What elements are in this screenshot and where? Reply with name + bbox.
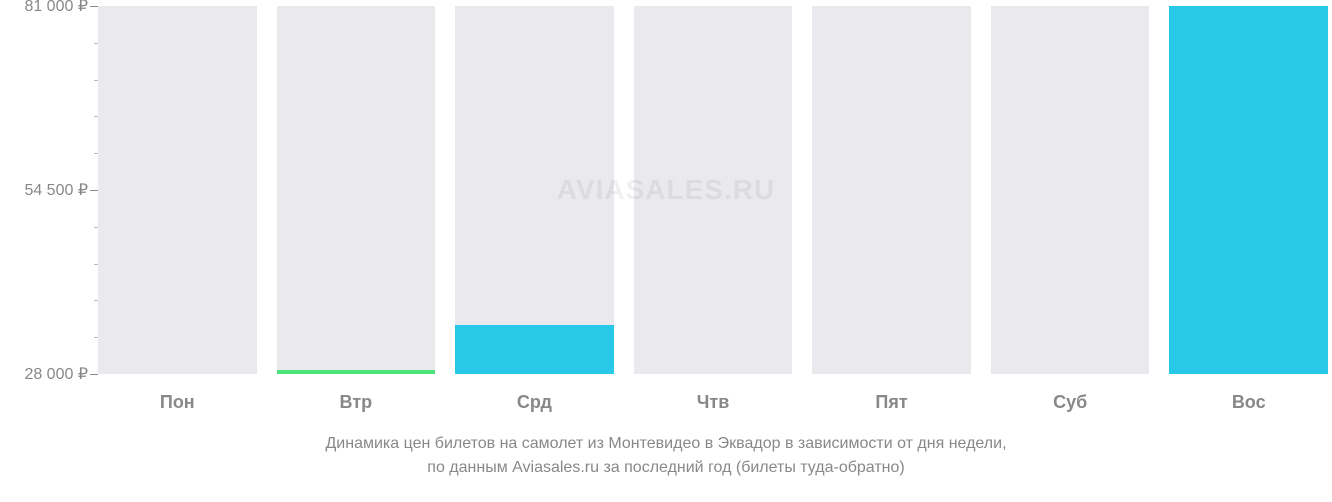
y-axis-major-tick xyxy=(90,374,98,375)
bar-background xyxy=(812,6,971,374)
caption-line-2: по данным Aviasales.ru за последний год … xyxy=(0,456,1332,480)
watermark: AVIASALES.RU xyxy=(557,174,775,206)
bar-value xyxy=(455,325,614,374)
bar-value xyxy=(277,370,436,374)
bar-background xyxy=(277,6,436,374)
y-axis-label: 81 000 ₽ xyxy=(24,0,88,16)
y-axis-major-tick xyxy=(90,190,98,191)
x-axis-label: Вос xyxy=(1232,392,1266,413)
price-by-weekday-chart: 28 000 ₽ 54 500 ₽ 81 000 ₽ Пон Втр Срд Чтв Пят… xyxy=(0,0,1332,502)
y-axis-major-tick xyxy=(90,6,98,7)
y-axis-label: 28 000 ₽ xyxy=(24,364,88,384)
x-axis-label: Чтв xyxy=(697,392,730,413)
bar-background xyxy=(98,6,257,374)
y-axis: 28 000 ₽ 54 500 ₽ 81 000 ₽ xyxy=(0,0,98,502)
x-axis-label: Пон xyxy=(160,392,195,413)
x-axis-label: Суб xyxy=(1053,392,1087,413)
x-axis-label: Срд xyxy=(517,392,552,413)
caption-line-1: Динамика цен билетов на самолет из Монте… xyxy=(0,432,1332,456)
chart-caption: Динамика цен билетов на самолет из Монте… xyxy=(0,432,1332,480)
x-axis-label: Пят xyxy=(875,392,907,413)
x-axis-label: Втр xyxy=(340,392,373,413)
bar-value xyxy=(1169,6,1328,374)
y-axis-label: 54 500 ₽ xyxy=(24,180,88,200)
bar-background xyxy=(991,6,1150,374)
